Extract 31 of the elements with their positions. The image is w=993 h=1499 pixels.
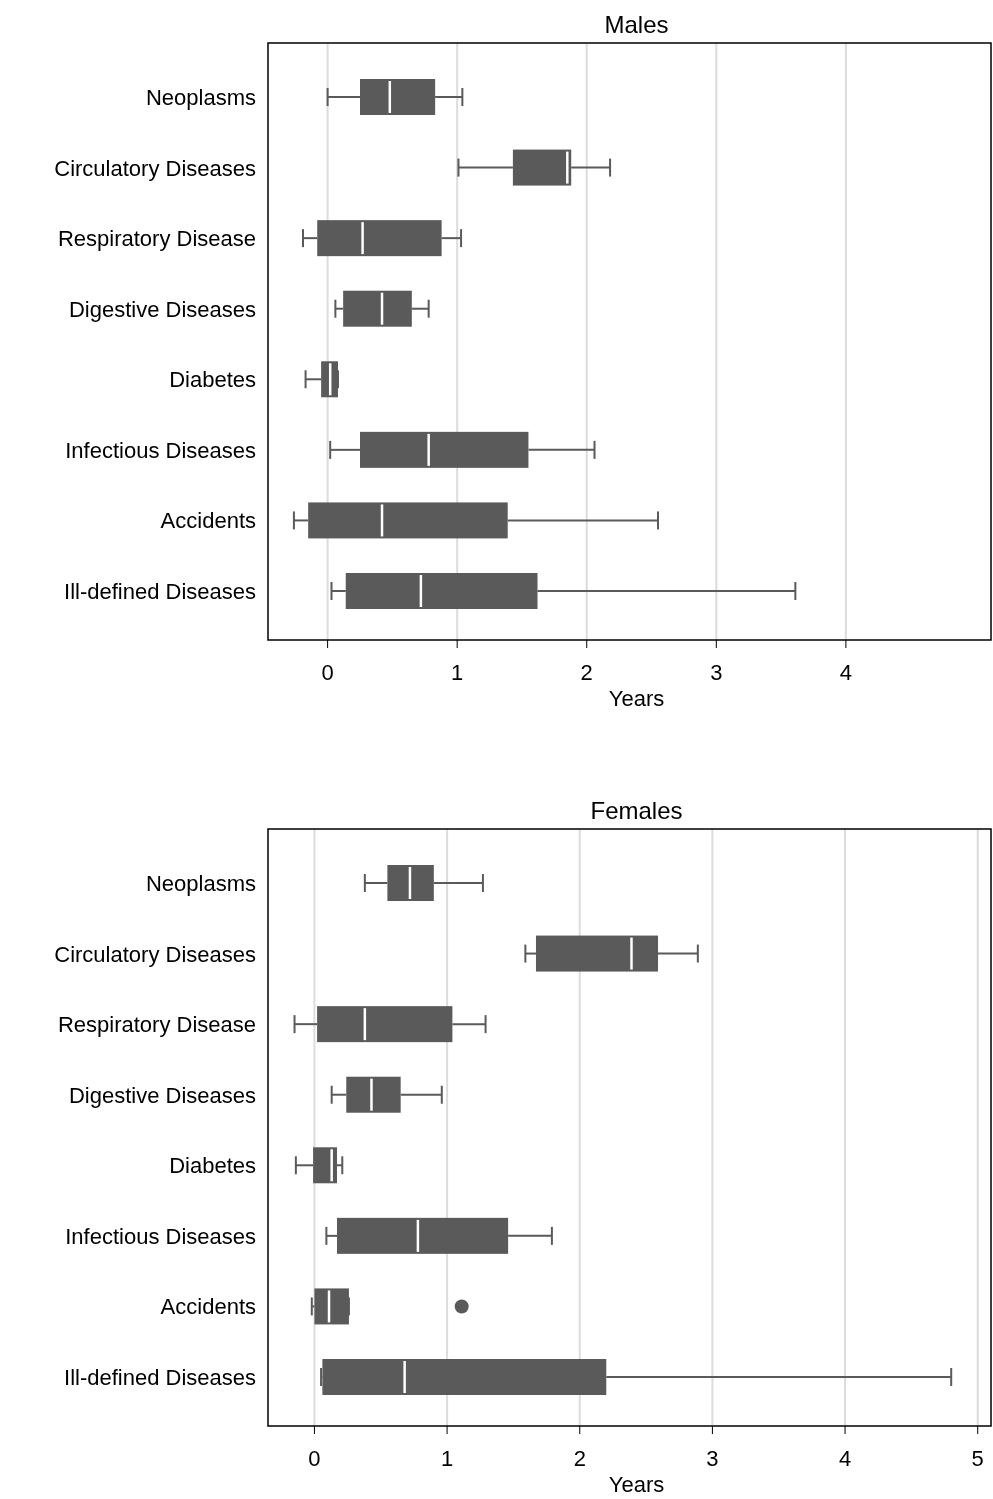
y-tick-label: Digestive Diseases [68,296,256,322]
x-tick-label: 1 [440,1446,454,1471]
y-tick-label: Diabetes [169,367,256,393]
x-tick-label: 5 [971,1446,984,1471]
x-tick-label: 4 [839,660,853,685]
x-tick-label: 4 [838,1446,852,1471]
y-tick-label: Accidents [160,1294,256,1320]
x-axis-title: Years [608,1472,665,1497]
y-tick-label: Diabetes [169,1153,256,1179]
chart-title: Males [604,11,669,38]
y-tick-label: Ill-defined Diseases [64,1365,256,1390]
y-tick-label: Neoplasms [145,85,256,110]
y-tick-label: Infectious Diseases [65,1223,256,1249]
x-tick-label: 3 [710,660,723,685]
chart-title: Females [590,797,683,824]
y-tick-label: Respiratory Disease [57,1012,256,1038]
x-tick-label: 2 [573,1446,586,1471]
x-tick-label: 1 [451,660,464,685]
x-tick-label: 0 [308,1446,321,1471]
x-tick-label: 2 [580,660,593,685]
y-tick-label: Circulatory Diseases [54,941,256,967]
x-tick-label: 3 [706,1446,719,1471]
y-tick-label: Neoplasms [145,871,256,896]
y-tick-label: Circulatory Diseases [54,155,256,181]
y-tick-label: Respiratory Disease [57,226,256,252]
y-tick-label: Digestive Diseases [68,1082,256,1108]
y-tick-label: Ill-defined Diseases [64,579,256,604]
y-tick-label: Infectious Diseases [65,437,256,463]
x-axis-title: Years [608,686,665,711]
x-tick-label: 0 [321,660,334,685]
y-tick-label: Accidents [160,508,256,534]
